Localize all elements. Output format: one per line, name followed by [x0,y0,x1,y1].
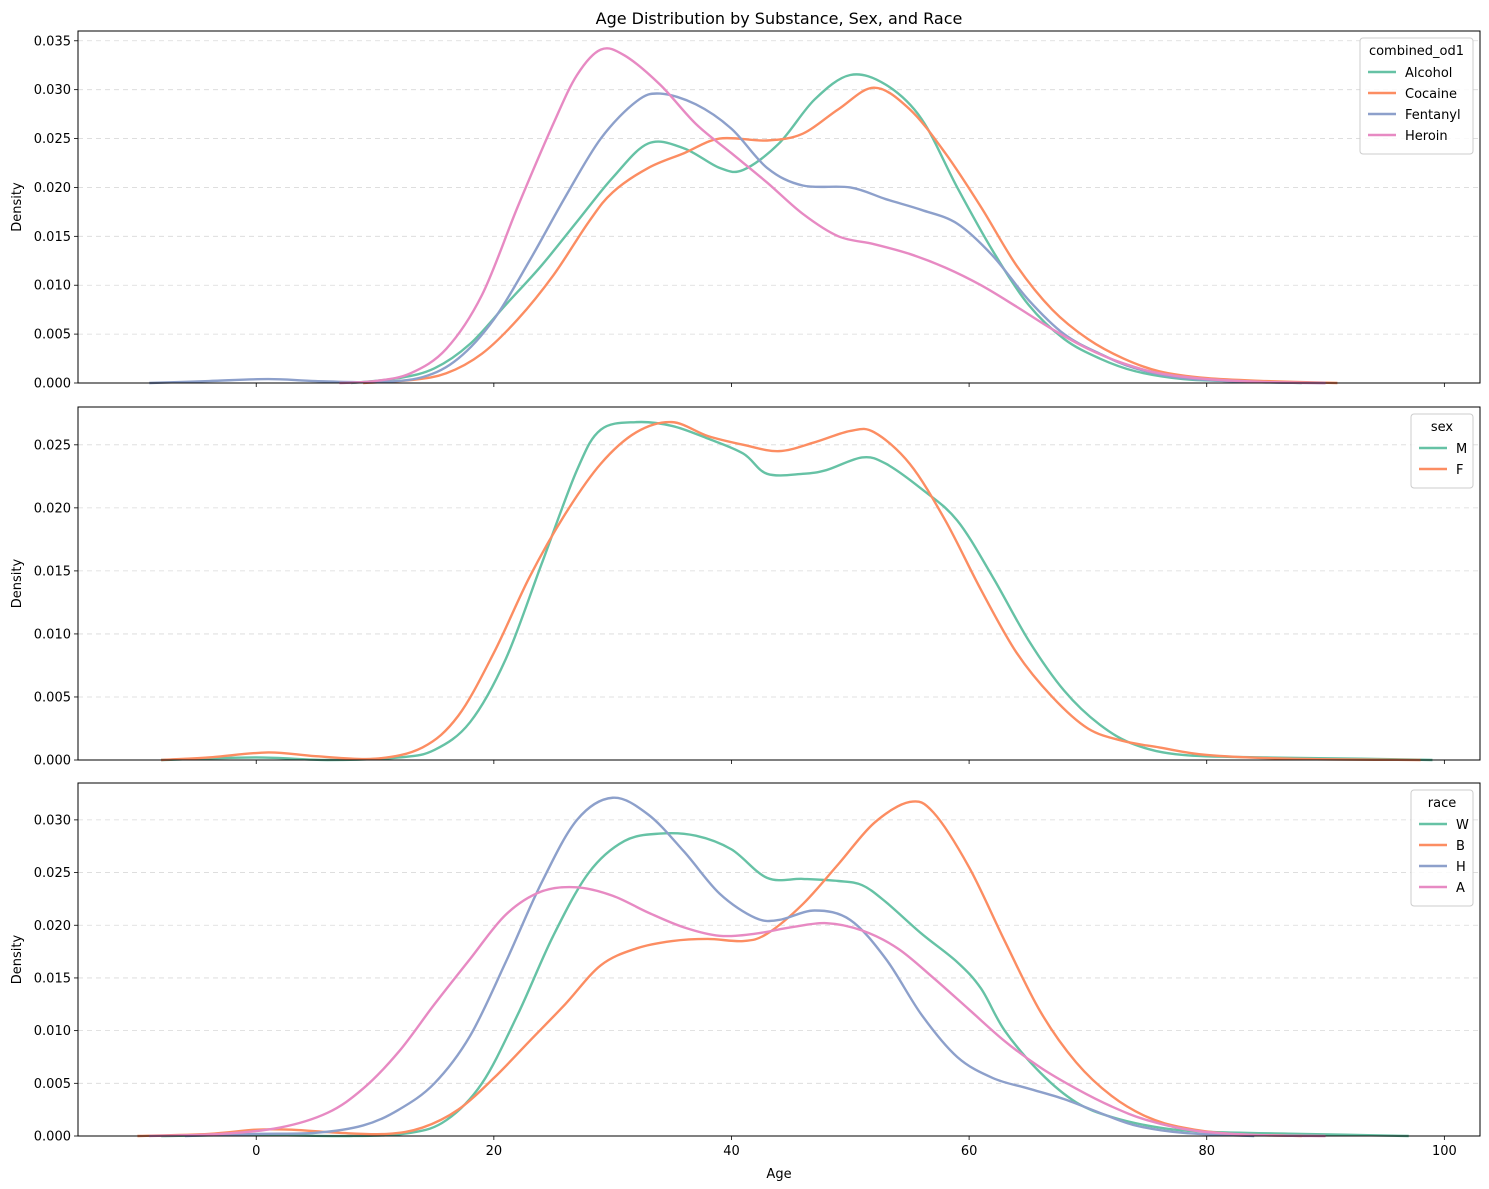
legend-entry: Fentanyl [1405,108,1461,123]
legend: combined_od1 Alcohol Cocaine Fentanyl Heroin [1359,37,1474,155]
series-line-alcohol [351,73,1302,385]
series-line-heroin [339,47,1326,385]
plot-frame [77,406,1481,761]
legend-box [1410,789,1474,907]
y-tick-label: 0.020 [34,181,71,196]
y-tick-label: 0.010 [34,627,71,642]
legend-entry: F [1456,463,1463,478]
series-line-w [161,831,1409,1138]
y-tick-label: 0.025 [34,132,71,147]
legend-box [1359,37,1474,155]
y-tick-label: 0.005 [34,690,71,705]
panel-1: 0.000 0.005 0.010 0.015 0.020 0.025 0.030 0.035… [10,30,1481,392]
chart-title: Age Distribution by Substance, Sex, and … [596,9,963,28]
y-tick-label: 0.025 [34,438,71,453]
y-axis-label: Density [10,934,25,984]
y-tick-label: 0.005 [34,328,71,343]
y-tick-label: 0.020 [34,501,71,516]
legend-entry: W [1456,818,1469,833]
legend-entry: A [1456,881,1465,896]
legend-entry: H [1456,860,1466,875]
legend-entry: Cocaine [1405,87,1457,102]
y-tick-label: 0.000 [34,1130,71,1145]
y-tick-label: 0.015 [34,230,71,245]
x-tick-label: 0 [252,1144,260,1159]
plot-frame [77,782,1481,1137]
y-tick-label: 0.010 [34,1024,71,1039]
legend-entry: M [1456,442,1467,457]
x-tick-label: 60 [961,1144,978,1159]
y-tick-label: 0.005 [34,1077,71,1092]
x-axis-label: Age [766,1167,791,1182]
y-axis-label: Density [10,182,25,232]
y-tick-label: 0.000 [34,377,71,392]
y-tick-label: 0.035 [34,34,71,49]
x-tick-label: 100 [1432,1144,1457,1159]
y-tick-label: 0.030 [34,83,71,98]
panel-3: 0.000 0.005 0.010 0.015 0.020 0.025 0.030 0 20 40… [10,782,1481,1159]
series-line-fentanyl [149,92,1326,385]
series-line-cocaine [363,86,1338,385]
series-line-f [161,420,1421,762]
series-line-m [161,420,1433,762]
legend-entry: Heroin [1405,129,1448,144]
panel-2: 0.000 0.005 0.010 0.015 0.020 0.025 Density sex… [10,406,1481,769]
y-tick-label: 0.030 [34,813,71,828]
y-tick-label: 0.015 [34,564,71,579]
series-line-b [137,800,1302,1138]
y-tick-label: 0.015 [34,971,71,986]
legend-title: combined_od1 [1369,44,1464,59]
x-tick-label: 80 [1198,1144,1215,1159]
y-tick-label: 0.020 [34,919,71,934]
legend-title: sex [1431,420,1454,435]
y-tick-label: 0.000 [34,754,71,769]
plot-frame [77,30,1481,384]
y-axis-label: Density [10,558,25,608]
legend-title: race [1428,796,1456,811]
legend-entry: B [1456,839,1465,854]
x-tick-label: 20 [486,1144,503,1159]
legend-entry: Alcohol [1405,66,1452,81]
x-tick-label: 40 [723,1144,740,1159]
y-tick-label: 0.025 [34,866,71,881]
series-line-a [149,885,1326,1138]
y-tick-label: 0.010 [34,279,71,294]
series-line-h [184,796,1255,1138]
